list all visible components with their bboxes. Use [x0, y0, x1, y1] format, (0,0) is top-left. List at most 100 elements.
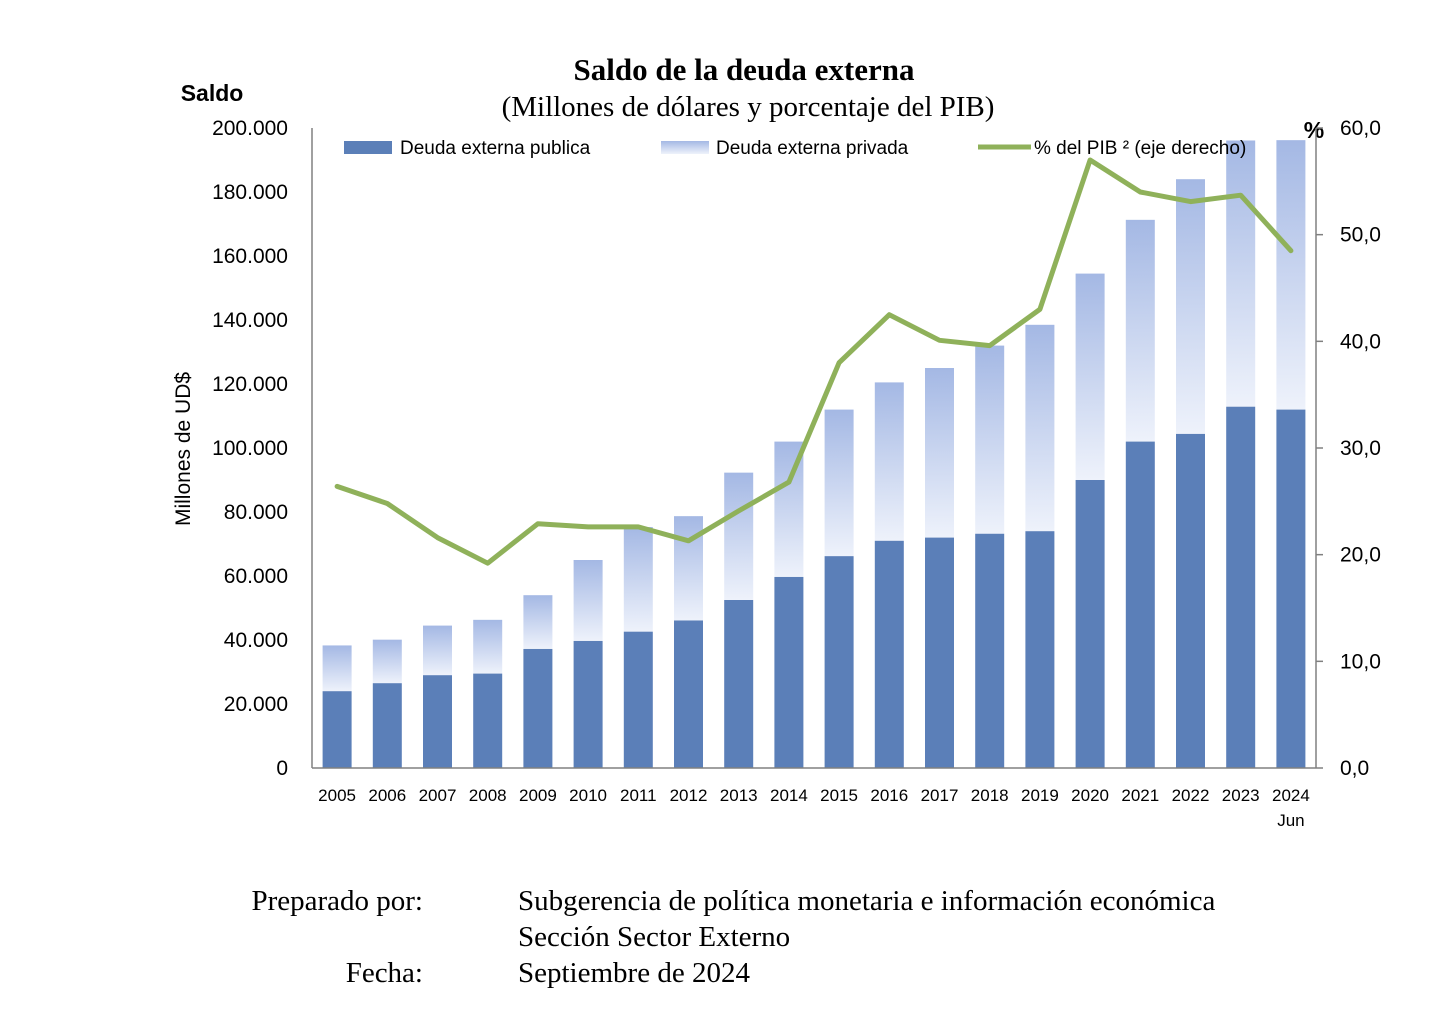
bar-privada-2020: [1075, 273, 1105, 480]
legend-label-publica: Deuda externa publica: [400, 138, 591, 159]
y-tick-label: 140.000: [212, 309, 288, 332]
y-tick-label: 60.000: [224, 565, 288, 588]
bar-privada-2017: [925, 368, 954, 538]
x-tick-label-2022: 2022: [1172, 786, 1210, 805]
y-tick-label: 20.000: [224, 693, 288, 716]
bar-privada-2022: [1176, 179, 1205, 434]
bar-privada-2006: [372, 639, 402, 684]
y-tick-label: 180.000: [212, 181, 288, 204]
y-tick-label: 100.000: [212, 437, 288, 460]
bar-publica-2006: [372, 683, 402, 768]
x-tick-label-2011: 2011: [620, 786, 657, 805]
prepared-value-line1: Subgerencia de política monetaria e info…: [518, 885, 1216, 917]
y2-tick-label: 0,0: [1340, 757, 1369, 780]
y2-tick-label: 50,0: [1340, 224, 1381, 247]
debt-chart: Saldo de la deuda externa (Millones de d…: [172, 52, 1381, 830]
bar-privada-2005: [322, 645, 352, 692]
x-tick-label-2012: 2012: [670, 786, 708, 805]
x-tick-label-2021: 2021: [1121, 786, 1159, 805]
x-tick-label-2014: 2014: [770, 786, 808, 805]
x-tick-label-2015: 2015: [820, 786, 858, 805]
bar-publica-2022: [1176, 433, 1205, 768]
legend-label-privada: Deuda externa privada: [716, 138, 909, 159]
bar-publica-2005: [322, 691, 352, 768]
prepared-value-line2: Sección Sector Externo: [518, 921, 791, 953]
y-tick-label: 200.000: [212, 117, 288, 140]
x-tick-label-2006: 2006: [368, 786, 406, 805]
legend: Deuda externa publica Deuda externa priv…: [344, 138, 1246, 159]
bar-publica-2010: [573, 640, 603, 768]
x-tick-label-2005: 2005: [318, 786, 356, 805]
x-tick-label-2007: 2007: [419, 786, 457, 805]
x-tick-label-2013: 2013: [720, 786, 758, 805]
line-pib: [334, 157, 1294, 566]
bar-privada-2010: [573, 560, 603, 641]
x-tick-label-2008: 2008: [469, 786, 507, 805]
x-tick-label-2024: 2024: [1272, 786, 1310, 805]
bar-publica-2019: [1025, 531, 1055, 768]
date-value: Septiembre de 2024: [518, 957, 750, 989]
bar-publica-2016: [874, 540, 904, 768]
bar-publica-2012: [674, 620, 703, 768]
bar-privada-2018: [975, 345, 1005, 534]
bar-privada-2015: [824, 409, 854, 557]
date-label: Fecha:: [345, 957, 423, 989]
bar-publica-2009: [523, 648, 553, 768]
x-tick-label-2018: 2018: [971, 786, 1009, 805]
bars-layer: [322, 140, 1306, 768]
prepared-label: Preparado por:: [251, 885, 423, 917]
bar-privada-2009: [523, 595, 553, 649]
bar-publica-2023: [1226, 406, 1256, 768]
left-axis-header: Saldo: [181, 80, 244, 106]
bar-publica-2015: [824, 556, 854, 768]
bar-publica-2018: [975, 533, 1005, 768]
right-axis-header: %: [1304, 117, 1324, 143]
bar-publica-2020: [1075, 480, 1105, 768]
y-tick-label: 80.000: [224, 501, 288, 524]
legend-label-pib: % del PIB ² (eje derecho): [1034, 138, 1246, 159]
bar-privada-2021: [1125, 219, 1155, 442]
bar-privada-2012: [674, 516, 703, 621]
y2-tick-labels: 0,0 10,0 20,0 30,0 40,0 50,0 60,0: [1316, 117, 1381, 780]
bar-privada-2013: [724, 472, 754, 600]
y-tick-label: 160.000: [212, 245, 288, 268]
y-axis-label: Millones de UD$: [172, 372, 195, 526]
x-tick-label-2010: 2010: [569, 786, 607, 805]
bar-privada-2008: [473, 619, 503, 674]
y2-tick-label: 40,0: [1340, 330, 1381, 353]
x-tick-label-2009: 2009: [519, 786, 557, 805]
bar-privada-2007: [423, 625, 452, 676]
y2-tick-label: 10,0: [1340, 650, 1381, 673]
bar-publica-2024: [1276, 409, 1306, 768]
y2-tick-label: 60,0: [1340, 117, 1381, 140]
x-tick-label-2019: 2019: [1021, 786, 1059, 805]
legend-swatch-publica: [344, 141, 392, 154]
bar-publica-2017: [925, 537, 954, 768]
y2-tick-label: 30,0: [1340, 437, 1381, 460]
bar-publica-2011: [623, 631, 653, 768]
x-tick-label-2020: 2020: [1071, 786, 1109, 805]
y-tick-labels: 0 20.000 40.000 60.000 80.000 100.000 120.000 1…: [212, 117, 288, 780]
bar-publica-2008: [473, 673, 503, 768]
y-tick-label: 120.000: [212, 373, 288, 396]
x-tick-label-2023: 2023: [1222, 786, 1260, 805]
legend-swatch-privada: [661, 141, 709, 154]
chart-subtitle: (Millones de dólares y porcentaje del PI…: [502, 91, 995, 123]
x-tick-sublabel-2024: Jun: [1277, 811, 1304, 830]
bar-publica-2021: [1125, 441, 1155, 768]
bar-privada-2019: [1025, 324, 1055, 532]
line-layer: [334, 157, 1294, 566]
bar-privada-2016: [874, 382, 904, 541]
y-tick-label: 0: [276, 757, 288, 780]
y-tick-label: 40.000: [224, 629, 288, 652]
chart-title: Saldo de la deuda externa: [573, 52, 915, 87]
bar-privada-2011: [623, 527, 653, 632]
x-tick-labels: 2005 2006 2007 2008 2009 2010 2011 2012 2013 2014…: [318, 786, 1310, 830]
bar-privada-2024: [1276, 140, 1306, 410]
x-tick-label-2017: 2017: [921, 786, 959, 805]
x-tick-label-2016: 2016: [870, 786, 908, 805]
bar-publica-2007: [423, 675, 452, 768]
bar-privada-2023: [1226, 140, 1256, 407]
bar-publica-2014: [774, 576, 804, 768]
y2-tick-label: 20,0: [1340, 544, 1381, 567]
